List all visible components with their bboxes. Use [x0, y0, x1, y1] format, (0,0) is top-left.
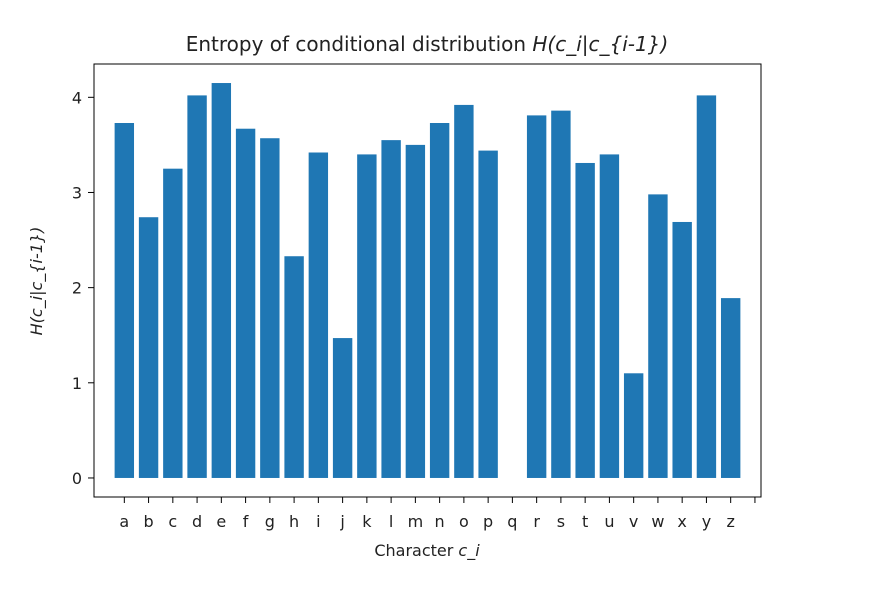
- y-tick-label-0: 0: [72, 469, 82, 488]
- x-tick-label-s: s: [557, 512, 565, 531]
- x-tick-label-i: i: [316, 512, 320, 531]
- bar-s: [551, 110, 571, 478]
- x-tick-label-a: a: [119, 512, 129, 531]
- x-tick-label-g: g: [265, 512, 275, 531]
- plot-frame: [93, 63, 762, 498]
- x-tick-label-d: d: [192, 512, 202, 531]
- y-ticks-layer: 0 1 2 3 4: [72, 88, 94, 488]
- bars-layer: [114, 83, 741, 478]
- bar-i: [308, 152, 329, 478]
- x-tick-label-f: f: [243, 512, 249, 531]
- x-tick-label-q: q: [507, 512, 517, 531]
- x-tick-label-r: r: [533, 512, 540, 531]
- bar-e: [211, 83, 232, 478]
- x-tick-label-o: o: [459, 512, 469, 531]
- y-tick-label-3: 3: [72, 183, 82, 202]
- x-tick-label-y: y: [702, 512, 711, 531]
- bar-w: [648, 194, 668, 478]
- x-tick-label-u: u: [604, 512, 614, 531]
- x-axis-label-text: Character: [374, 541, 458, 560]
- y-tick-label-2: 2: [72, 279, 82, 298]
- bar-c: [163, 168, 183, 478]
- x-tick-label-p: p: [483, 512, 493, 531]
- bar-f: [235, 128, 256, 478]
- bar-r: [526, 115, 547, 478]
- y-tick-label-4: 4: [72, 88, 82, 107]
- bar-d: [187, 95, 207, 478]
- bar-h: [284, 256, 304, 478]
- x-tick-label-x: x: [677, 512, 686, 531]
- bar-y: [696, 95, 717, 478]
- bar-z: [720, 298, 741, 478]
- y-axis-label: H(c_i|c_{i-1}): [27, 227, 47, 336]
- bar-p: [478, 150, 498, 478]
- bar-m: [405, 144, 426, 478]
- bar-v: [623, 373, 644, 478]
- bar-k: [357, 154, 377, 478]
- bar-o: [454, 104, 474, 478]
- x-axis-label-math: c_i: [458, 541, 480, 561]
- bar-a: [114, 123, 135, 478]
- bar-g: [260, 138, 280, 478]
- x-tick-label-e: e: [216, 512, 226, 531]
- x-tick-label-m: m: [408, 512, 424, 531]
- x-tick-label-n: n: [435, 512, 445, 531]
- bar-t: [575, 162, 595, 478]
- x-tick-label-b: b: [143, 512, 153, 531]
- x-tick-label-v: v: [629, 512, 638, 531]
- bar-u: [599, 154, 620, 478]
- chart-title-text: Entropy of conditional distribution: [186, 32, 533, 56]
- x-tick-label-h: h: [289, 512, 299, 531]
- x-tick-label-k: k: [362, 512, 372, 531]
- x-tick-label-j: j: [339, 512, 344, 531]
- x-tick-label-t: t: [582, 512, 588, 531]
- y-tick-label-1: 1: [72, 374, 82, 393]
- bar-x: [672, 221, 692, 478]
- chart-title: Entropy of conditional distribution H(c_…: [186, 32, 669, 56]
- x-tick-label-z: z: [726, 512, 734, 531]
- x-axis-label: Character c_i: [374, 541, 480, 561]
- x-tick-label-w: w: [651, 512, 664, 531]
- bar-j: [332, 338, 353, 478]
- chart-title-math: H(c_i|c_{i-1}): [532, 32, 668, 56]
- bar-l: [381, 140, 401, 478]
- bar-n: [429, 123, 450, 478]
- bar-b: [138, 217, 159, 478]
- x-tick-label-l: l: [389, 512, 393, 531]
- x-tick-label-c: c: [168, 512, 177, 531]
